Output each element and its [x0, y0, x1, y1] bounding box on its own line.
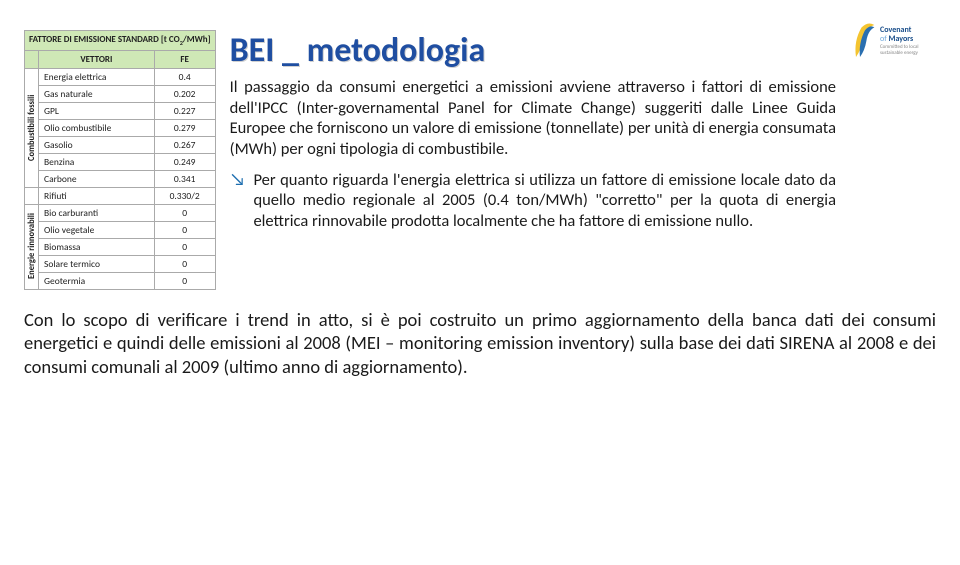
header-tail: /MWh]: [183, 34, 211, 45]
emission-table-container: FATTORE DI EMISSIONE STANDARD [t CO2/MWh…: [24, 30, 216, 290]
row-name: Bio carburanti: [39, 204, 155, 221]
row-value: 0.330/2: [154, 187, 215, 204]
row-value: 0: [154, 255, 215, 272]
row-value: 0.279: [154, 119, 215, 136]
row-value: 0.267: [154, 136, 215, 153]
emission-factors-table: FATTORE DI EMISSIONE STANDARD [t CO2/MWh…: [24, 30, 216, 290]
row-name: Benzina: [39, 153, 155, 170]
row-value: 0: [154, 221, 215, 238]
row-name: Solare termico: [39, 255, 155, 272]
col-fe: FE: [154, 50, 215, 68]
row-name: Rifiuti: [39, 187, 155, 204]
logo-of: of: [880, 34, 887, 44]
row-name: Geotermia: [39, 272, 155, 289]
row-name: Gasolio: [39, 136, 155, 153]
intro-paragraph: Il passaggio da consumi energetici a emi…: [230, 77, 836, 160]
row-name: Carbone: [39, 170, 155, 187]
row-value: 0.341: [154, 170, 215, 187]
row-value: 0.227: [154, 102, 215, 119]
row-name: Energia elettrica: [39, 68, 155, 85]
logo-tagline: Committed to local sustainable energy: [880, 44, 942, 56]
row-value: 0.249: [154, 153, 215, 170]
group-spacer: [25, 187, 39, 204]
row-value: 0: [154, 204, 215, 221]
row-name: Olio vegetale: [39, 221, 155, 238]
row-name: Gas naturale: [39, 85, 155, 102]
bullet-text: Per quanto riguarda l'energia elettrica …: [253, 170, 836, 232]
covenant-logo: Covenant of Mayors Committed to local su…: [852, 8, 942, 74]
group-label: Energie rinnovabili: [25, 204, 39, 289]
page-title: BEI _ metodologia: [230, 30, 836, 71]
logo-mayors: Mayors: [888, 34, 913, 44]
row-name: Olio combustibile: [39, 119, 155, 136]
row-value: 0.4: [154, 68, 215, 85]
arrow-icon: ↘: [230, 170, 246, 232]
side-col-header: [25, 50, 39, 68]
table-main-header: FATTORE DI EMISSIONE STANDARD [t CO2/MWh…: [25, 31, 216, 51]
row-name: Biomassa: [39, 238, 155, 255]
header-text: FATTORE DI EMISSIONE STANDARD [t CO: [29, 34, 180, 45]
group-label: Combustibili fossili: [25, 68, 39, 187]
row-value: 0.202: [154, 85, 215, 102]
conclusion-paragraph: Con lo scopo di verificare i trend in at…: [24, 308, 936, 379]
bullet-item: ↘ Per quanto riguarda l'energia elettric…: [230, 170, 836, 232]
logo-swoosh-icon: [852, 16, 876, 66]
row-value: 0: [154, 272, 215, 289]
logo-text: Covenant of Mayors: [880, 26, 942, 44]
row-value: 0: [154, 238, 215, 255]
col-vettori: VETTORI: [39, 50, 155, 68]
row-name: GPL: [39, 102, 155, 119]
